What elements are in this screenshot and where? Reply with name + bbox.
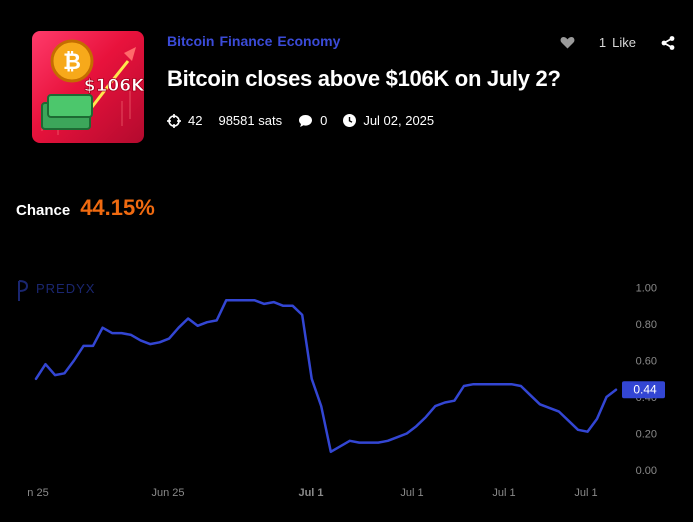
current-value-badge-bg — [622, 381, 665, 399]
volume: 98581 sats — [218, 113, 282, 128]
date-value: Jul 02, 2025 — [363, 113, 435, 128]
x-tick-label: Jul 1 — [574, 487, 597, 499]
crosshair-icon — [167, 113, 181, 128]
trades-count: 42 — [167, 113, 202, 128]
y-tick-label: 1.00 — [636, 283, 657, 295]
thumbnail-price-text: $106K — [84, 76, 144, 96]
comments-value: 0 — [320, 113, 328, 128]
comments-count[interactable]: 0 — [298, 113, 327, 128]
chance-value: 44.15% — [80, 195, 155, 220]
tag-bitcoin[interactable]: Bitcoin — [167, 33, 215, 49]
x-tick-label: Jul 1 — [492, 487, 515, 499]
market-title[interactable]: Bitcoin closes above $106K on July 2? — [167, 66, 561, 91]
x-tick-label: Jul 1 — [298, 487, 323, 499]
y-tick-label: 0.80 — [636, 319, 657, 331]
like-count: 1 — [598, 35, 607, 50]
x-tick-label: Jun 25 — [151, 487, 184, 499]
chance-display: Chance 44.15% — [16, 195, 155, 221]
y-tick-label: 0.20 — [636, 429, 657, 441]
y-tick-label: 0.60 — [636, 356, 657, 368]
current-value-label: 0.44 — [633, 383, 657, 397]
probability-chart[interactable]: PREDYX 1.000.800.600.400.200.00 n 25Jun … — [0, 265, 693, 522]
market-meta: 42 98581 sats 0 Jul 02, 2025 — [167, 113, 450, 128]
predyx-watermark: PREDYX — [18, 280, 95, 301]
svg-text:₿: ₿ — [63, 50, 81, 75]
clock-icon — [343, 114, 357, 127]
like-control: 1 Like — [560, 35, 636, 50]
like-button[interactable]: Like — [612, 35, 636, 50]
volume-value: 98581 sats — [218, 113, 283, 128]
share-button[interactable] — [661, 36, 675, 55]
watermark-text: PREDYX — [36, 281, 95, 296]
chance-label: Chance — [16, 202, 71, 219]
series-line — [34, 299, 618, 454]
category-tags: Bitcoin Finance Economy — [167, 33, 345, 49]
market-thumbnail[interactable]: ₿ $106K — [32, 31, 144, 143]
current-value-badge: 0.44 — [622, 381, 665, 399]
tag-economy[interactable]: Economy — [277, 33, 341, 49]
tag-finance[interactable]: Finance — [219, 33, 273, 49]
comment-bubble-icon — [299, 114, 313, 127]
heart-icon[interactable] — [560, 36, 575, 49]
x-tick-label: Jul 1 — [400, 487, 423, 499]
x-tick-label: n 25 — [27, 487, 48, 499]
share-icon — [661, 36, 675, 50]
trades-value: 42 — [188, 113, 203, 128]
close-date: Jul 02, 2025 — [343, 113, 434, 128]
y-tick-label: 0.00 — [636, 465, 657, 477]
